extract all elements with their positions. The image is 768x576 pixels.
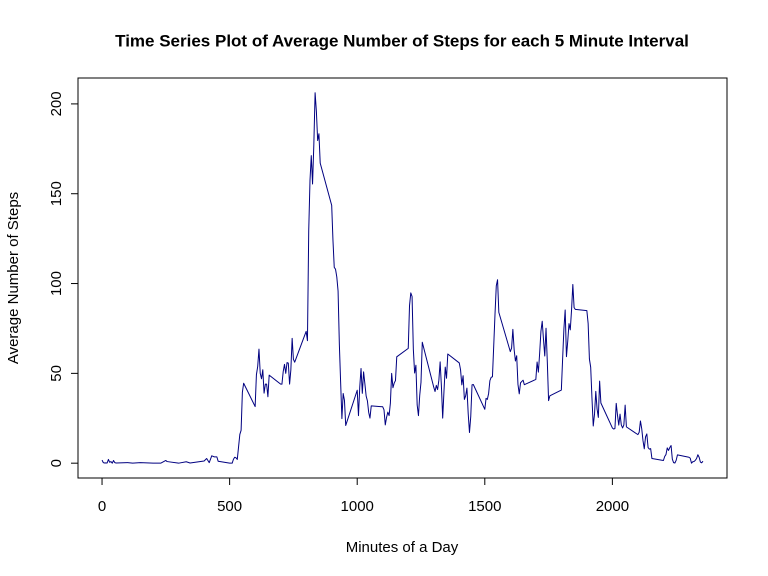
- x-tick-label: 1000: [341, 498, 374, 515]
- x-axis-label: Minutes of a Day: [346, 539, 459, 556]
- data-line: [101, 92, 704, 464]
- chart-title: Time Series Plot of Average Number of St…: [115, 31, 689, 50]
- y-tick-label: 50: [48, 365, 65, 382]
- y-tick-label: 0: [48, 459, 65, 467]
- y-tick-label: 150: [48, 181, 65, 206]
- x-tick-label: 1500: [468, 498, 501, 515]
- y-axis-label: Average Number of Steps: [5, 192, 22, 364]
- plot-frame: [77, 77, 728, 479]
- y-tick-label: 200: [48, 91, 65, 116]
- x-tick-label: 500: [217, 498, 242, 515]
- x-tick-label: 2000: [596, 498, 629, 515]
- x-tick-label: 0: [98, 498, 106, 515]
- y-tick-label: 100: [48, 271, 65, 296]
